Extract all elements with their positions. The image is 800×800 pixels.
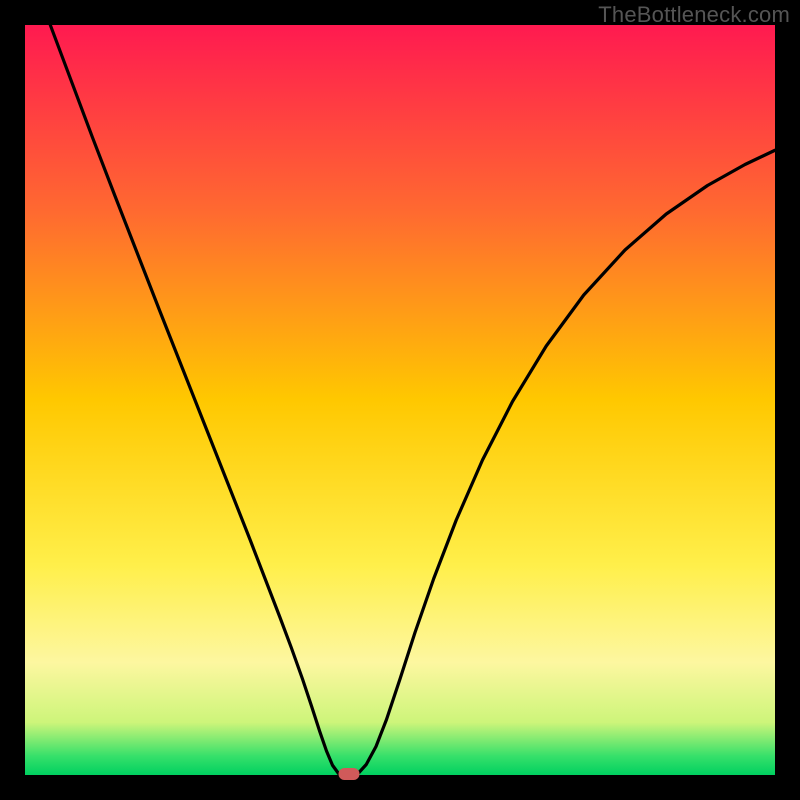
plot-area <box>25 25 775 775</box>
optimal-point-marker <box>339 768 360 780</box>
bottleneck-curve <box>25 25 775 775</box>
chart-frame: TheBottleneck.com <box>0 0 800 800</box>
curve-path <box>25 0 775 775</box>
